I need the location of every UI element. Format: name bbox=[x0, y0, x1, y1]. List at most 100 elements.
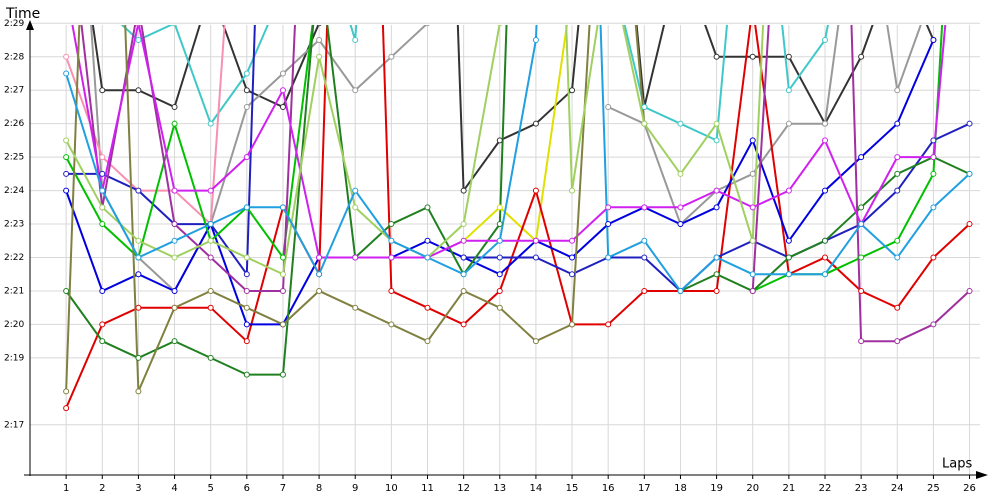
x-tick-label: 4 bbox=[171, 483, 177, 494]
point bbox=[207, 237, 214, 244]
point bbox=[316, 37, 323, 44]
point bbox=[63, 137, 70, 144]
point bbox=[930, 204, 937, 211]
y-tick-label: 2:19 bbox=[4, 353, 24, 363]
point bbox=[497, 25, 503, 27]
point bbox=[171, 187, 178, 194]
point bbox=[532, 187, 539, 194]
point bbox=[171, 221, 178, 228]
point bbox=[894, 338, 901, 345]
point bbox=[713, 254, 720, 261]
point bbox=[135, 254, 142, 261]
point bbox=[316, 25, 322, 27]
point bbox=[135, 388, 142, 395]
point bbox=[858, 338, 865, 345]
point bbox=[569, 237, 576, 244]
point bbox=[207, 287, 214, 294]
point bbox=[279, 254, 286, 261]
point bbox=[822, 271, 828, 278]
point bbox=[641, 254, 648, 261]
point bbox=[424, 204, 431, 211]
point bbox=[677, 170, 684, 177]
point bbox=[749, 287, 756, 294]
point bbox=[822, 120, 828, 127]
point bbox=[605, 321, 612, 328]
point bbox=[243, 271, 250, 278]
point bbox=[966, 120, 973, 127]
point bbox=[569, 271, 576, 278]
y-axis-title: Time bbox=[5, 6, 40, 22]
point bbox=[894, 154, 901, 161]
point bbox=[63, 70, 70, 77]
point bbox=[460, 287, 467, 294]
series-line bbox=[71, 25, 947, 259]
point bbox=[207, 254, 214, 261]
point bbox=[388, 287, 395, 294]
point bbox=[279, 70, 286, 77]
point bbox=[858, 254, 865, 261]
point bbox=[424, 237, 431, 244]
point bbox=[135, 87, 142, 94]
x-tick-label: 9 bbox=[352, 483, 358, 494]
x-tick-label: 18 bbox=[674, 483, 687, 494]
point bbox=[641, 287, 648, 294]
point bbox=[99, 204, 106, 211]
point bbox=[930, 154, 937, 161]
y-tick-label: 2:29 bbox=[4, 19, 24, 29]
point bbox=[894, 237, 901, 244]
point bbox=[858, 53, 865, 60]
point bbox=[930, 170, 937, 177]
point bbox=[677, 287, 684, 294]
point bbox=[243, 338, 250, 345]
point bbox=[316, 254, 323, 261]
point bbox=[279, 87, 286, 94]
point bbox=[930, 37, 937, 44]
point bbox=[243, 321, 250, 328]
x-tick-label: 15 bbox=[566, 483, 579, 494]
point bbox=[243, 103, 250, 110]
point bbox=[316, 271, 323, 278]
y-tick-label: 2:25 bbox=[4, 153, 24, 163]
point bbox=[316, 53, 323, 60]
point bbox=[135, 25, 141, 27]
point bbox=[532, 254, 539, 261]
point bbox=[63, 388, 70, 395]
point bbox=[63, 154, 70, 161]
point bbox=[749, 53, 756, 60]
point bbox=[496, 237, 503, 244]
x-tick-label: 13 bbox=[493, 483, 506, 494]
point bbox=[930, 254, 937, 261]
point bbox=[822, 237, 828, 244]
point bbox=[894, 120, 901, 127]
point bbox=[243, 204, 250, 211]
y-tick-label: 2:26 bbox=[4, 119, 24, 129]
point bbox=[785, 187, 792, 194]
point bbox=[243, 87, 250, 94]
point bbox=[99, 87, 106, 94]
point bbox=[207, 187, 214, 194]
point bbox=[63, 170, 70, 177]
point bbox=[171, 254, 178, 261]
x-tick-label: 16 bbox=[602, 483, 615, 494]
x-tick-label: 10 bbox=[385, 483, 398, 494]
point bbox=[496, 137, 503, 144]
point bbox=[425, 25, 430, 27]
point bbox=[569, 87, 576, 94]
point bbox=[496, 221, 503, 228]
point bbox=[171, 287, 178, 294]
point bbox=[99, 321, 106, 328]
x-tick-label: 5 bbox=[207, 483, 213, 494]
point bbox=[713, 287, 720, 294]
point bbox=[243, 371, 250, 378]
point bbox=[388, 221, 395, 228]
point bbox=[99, 338, 106, 345]
point bbox=[894, 254, 901, 261]
point bbox=[172, 25, 178, 27]
x-tick-label: 14 bbox=[530, 483, 543, 494]
point bbox=[352, 187, 359, 194]
point bbox=[605, 204, 612, 211]
point bbox=[99, 154, 106, 161]
point bbox=[243, 154, 250, 161]
point bbox=[785, 254, 792, 261]
point bbox=[641, 120, 648, 127]
